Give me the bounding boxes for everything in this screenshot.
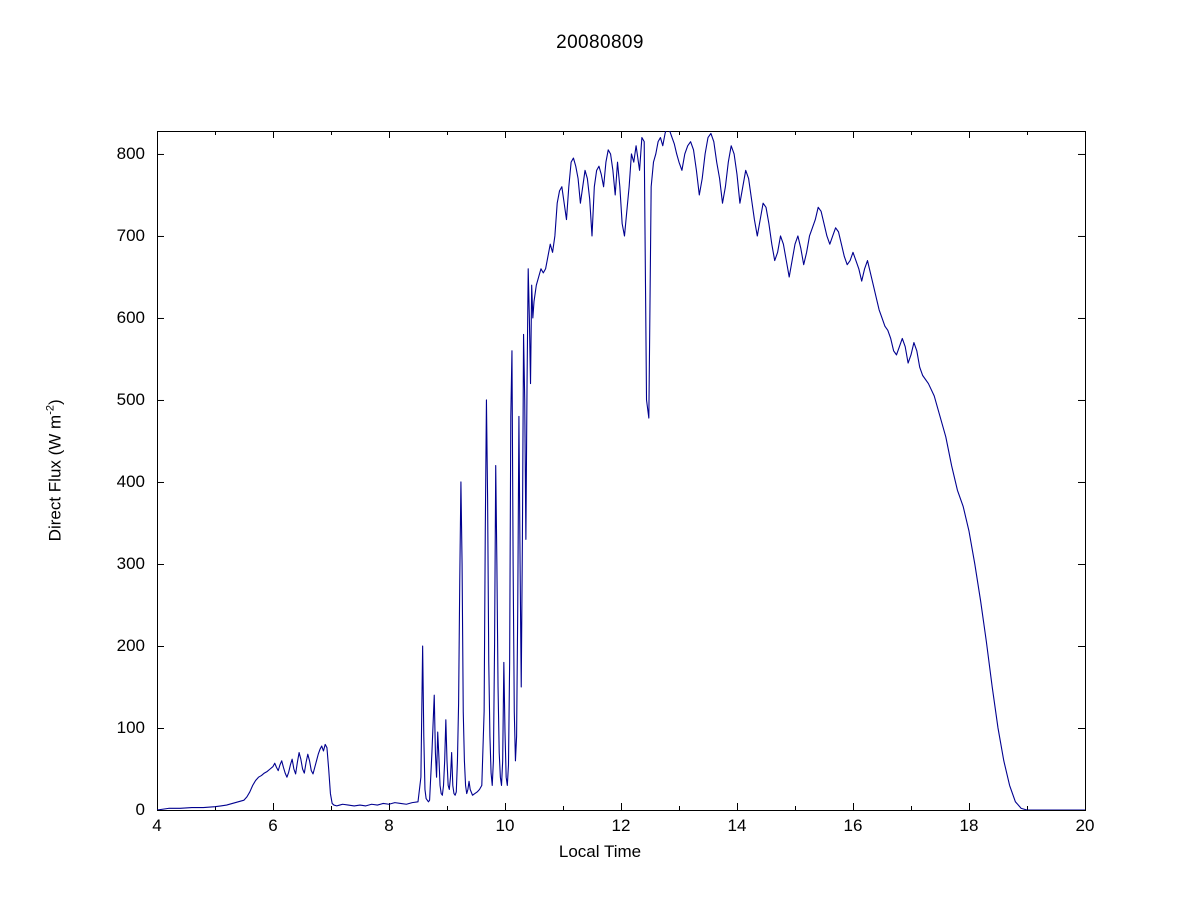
x-tick-label: 10 [495, 816, 515, 835]
y-tick-label: 300 [116, 553, 145, 573]
x-tick-label: 8 [384, 816, 394, 835]
x-tick-label: 16 [843, 816, 863, 835]
x-tick-label: 18 [959, 816, 979, 835]
chart-title: 20080809 [556, 32, 644, 53]
y-tick-label: 100 [116, 717, 145, 737]
direct-flux-line [157, 131, 1085, 810]
plot-area [157, 131, 1085, 810]
data-line-svg [157, 131, 1085, 810]
y-tick-label: 0 [135, 800, 145, 819]
x-tick-label: 14 [727, 816, 747, 835]
y-axis-label-suffix: ) [45, 399, 65, 405]
y-tick-label: 400 [116, 471, 145, 491]
x-tick-label: 20 [1075, 816, 1095, 835]
x-tick-label: 4 [152, 816, 162, 835]
y-axis-label-exponent: -2 [44, 405, 57, 415]
y-tick-label: 500 [116, 389, 145, 409]
x-axis-label: Local Time [558, 842, 642, 861]
y-tick-label: 700 [116, 225, 145, 245]
x-tick-label: 12 [611, 816, 631, 835]
y-tick-label: 800 [116, 143, 145, 163]
y-axis-label-prefix: Direct Flux (W m [45, 414, 65, 542]
x-tick-label: 6 [268, 816, 278, 835]
y-tick-label: 200 [116, 635, 145, 655]
y-axis-label: Direct Flux (W m-2) [45, 310, 66, 630]
y-tick-label: 600 [116, 307, 145, 327]
